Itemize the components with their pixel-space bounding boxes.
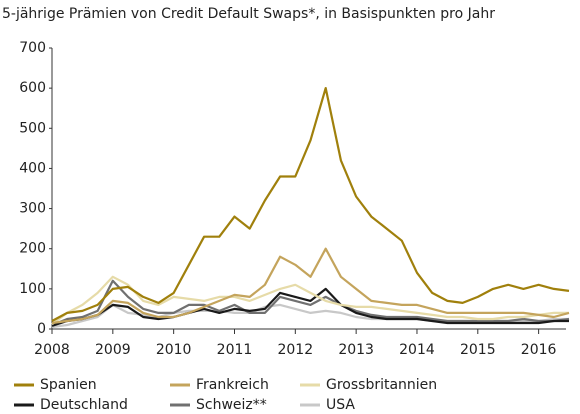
x-tick-label: 2008	[34, 342, 70, 358]
y-tick-label: 500	[19, 120, 46, 136]
x-tick-label: 2016	[521, 342, 557, 358]
series-line	[51, 247, 570, 325]
x-tick-label: 2012	[277, 342, 313, 358]
series-line	[51, 87, 570, 322]
x-tick-label: 2015	[460, 342, 496, 358]
series-line	[51, 287, 569, 327]
legend-label: Spanien	[40, 377, 97, 393]
series-line	[51, 275, 569, 326]
x-tick-label: 2010	[156, 342, 192, 358]
legend-label: Frankreich	[196, 377, 269, 393]
y-tick-label: 700	[19, 40, 46, 56]
series-line	[51, 279, 570, 327]
y-tick-label: 300	[19, 201, 46, 217]
legend-label: Deutschland	[40, 397, 128, 413]
x-tick-label: 2014	[399, 342, 435, 358]
x-tick-label: 2011	[217, 342, 253, 358]
y-tick-label: 100	[19, 281, 46, 297]
y-tick-label: 400	[19, 160, 46, 176]
y-tick-label: 0	[37, 321, 46, 337]
x-tick-label: 2009	[95, 342, 131, 358]
x-tick-label: 2013	[338, 342, 374, 358]
legend-label: Schweiz**	[196, 397, 267, 413]
y-tick-label: 600	[19, 80, 46, 96]
chart-title: 5-jährige Prämien von Credit Default Swa…	[2, 6, 495, 22]
y-tick-label: 200	[19, 241, 46, 257]
legend-label: Grossbritannien	[326, 377, 437, 393]
legend-label: USA	[326, 397, 355, 413]
